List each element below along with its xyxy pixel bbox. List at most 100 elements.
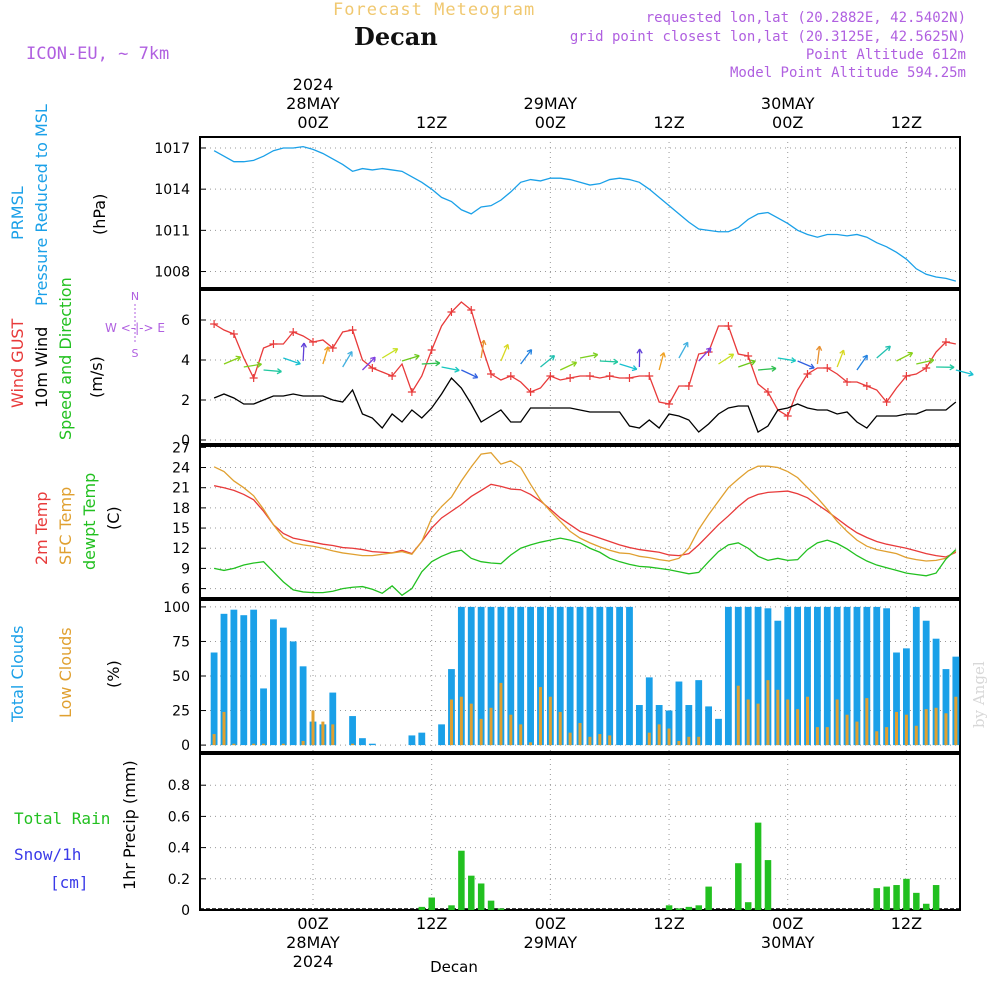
y-tick-label: 1008: [154, 265, 190, 281]
wind-arrow: [480, 340, 485, 359]
location-title: Decan: [354, 22, 438, 51]
y-tick-label: 15: [172, 521, 190, 537]
gust-marker: [783, 412, 792, 420]
bar-low-clouds: [875, 731, 879, 746]
bar-total-clouds: [329, 692, 337, 746]
bar-low-clouds: [845, 714, 849, 746]
gust-marker: [427, 346, 436, 354]
bar-rain: [893, 885, 900, 910]
wind-arrow: [401, 355, 420, 362]
wind-arrow-head: [659, 352, 666, 358]
pressure-label-prmsl: PRMSL: [8, 186, 27, 240]
wind-arrow-head: [392, 348, 399, 354]
bar-total-clouds: [270, 619, 277, 746]
bar-rain: [744, 902, 752, 910]
bar-total-clouds: [289, 641, 297, 746]
y-tick-label: 12: [172, 541, 190, 557]
wind-arrow-head: [949, 364, 955, 371]
bar-low-clouds: [212, 734, 216, 746]
gust-marker: [763, 388, 772, 396]
clouds-label-unit: (%): [104, 660, 123, 688]
bar-total-clouds: [813, 606, 821, 746]
bar-total-clouds: [903, 648, 910, 746]
bar-rain: [913, 892, 920, 910]
bar-rain: [685, 906, 693, 910]
bar-rain: [922, 903, 930, 910]
gust-marker: [348, 326, 357, 334]
wind-arrow-head: [370, 356, 376, 363]
bar-low-clouds: [588, 736, 592, 746]
bar-total-clouds: [853, 606, 861, 746]
time-label-bottom: 12Z: [891, 914, 922, 933]
series-line-wind-gust: [213, 301, 956, 417]
compass-south: S: [132, 347, 139, 360]
bar-rain: [665, 905, 673, 910]
pressure-label-unit: (hPa): [90, 193, 109, 235]
bar-total-clouds: [912, 606, 920, 746]
bar-rain: [418, 906, 426, 910]
bar-total-clouds: [833, 606, 841, 746]
gust-marker: [803, 370, 812, 378]
gust-marker: [309, 338, 317, 346]
wind-arrow: [559, 361, 577, 371]
bar-rain: [735, 863, 742, 910]
wind-label-gust: Wind GUST: [8, 318, 27, 408]
wind-arrow: [283, 357, 301, 365]
bar-low-clouds: [657, 724, 661, 746]
bar-rain: [468, 875, 475, 910]
bar-total-clouds: [240, 615, 248, 746]
bar-total-clouds: [537, 606, 544, 746]
series-line-prmsl: [213, 145, 957, 282]
bar-low-clouds: [252, 743, 256, 746]
wind-arrow: [263, 369, 282, 373]
y-tick-label: 0.8: [168, 778, 190, 794]
bar-low-clouds: [281, 743, 285, 746]
y-tick-label: 1017: [154, 141, 190, 157]
bar-total-clouds: [368, 743, 376, 746]
bar-low-clouds: [529, 742, 533, 746]
bar-total-clouds: [250, 609, 258, 746]
y-tick-label: 0.6: [168, 809, 190, 825]
gust-marker: [665, 400, 674, 408]
time-label-top: 00Z: [535, 113, 566, 132]
time-label-bottom: 29MAY: [524, 933, 578, 952]
bar-low-clouds: [449, 699, 453, 746]
gust-marker: [585, 372, 594, 380]
wind-arrow: [441, 366, 460, 372]
wind-arrow: [916, 359, 934, 365]
panel-frame: [199, 753, 961, 911]
wind-arrow-head: [435, 360, 441, 367]
precip-label-snow: Snow/1h: [14, 845, 82, 864]
wind-arrow: [243, 363, 262, 368]
precip-label-cm: [cm]: [50, 873, 89, 892]
series-line-sfc-temp: [213, 452, 957, 562]
bar-low-clouds: [786, 699, 790, 746]
wind-arrow: [520, 349, 533, 365]
wind-arrow-head: [809, 363, 815, 370]
bar-total-clouds: [715, 718, 722, 746]
bar-total-clouds: [260, 688, 267, 746]
y-tick-label: 1011: [154, 223, 190, 239]
bar-total-clouds: [754, 606, 762, 746]
bar-low-clouds: [608, 735, 612, 746]
y-tick-label: 0: [181, 903, 190, 919]
bar-low-clouds: [806, 696, 809, 746]
bar-rain: [764, 860, 772, 910]
bar-low-clouds: [489, 707, 493, 746]
wind-arrow-head: [472, 373, 479, 379]
bar-low-clouds: [687, 736, 691, 746]
bar-total-clouds: [843, 606, 851, 746]
wind-arrow-head: [790, 357, 797, 364]
wind-arrow: [738, 360, 756, 368]
bar-total-clouds: [517, 606, 525, 746]
bar-low-clouds: [766, 680, 770, 746]
wind-arrow-head: [771, 365, 777, 372]
wind-arrow-head: [839, 349, 846, 356]
bar-total-clouds: [616, 606, 623, 746]
gust-marker: [882, 398, 891, 406]
y-tick-label: 0.2: [168, 872, 190, 888]
gust-marker: [289, 328, 298, 336]
gust-marker: [843, 378, 852, 386]
wind-arrow: [856, 354, 868, 371]
wind-arrow-head: [503, 343, 510, 350]
